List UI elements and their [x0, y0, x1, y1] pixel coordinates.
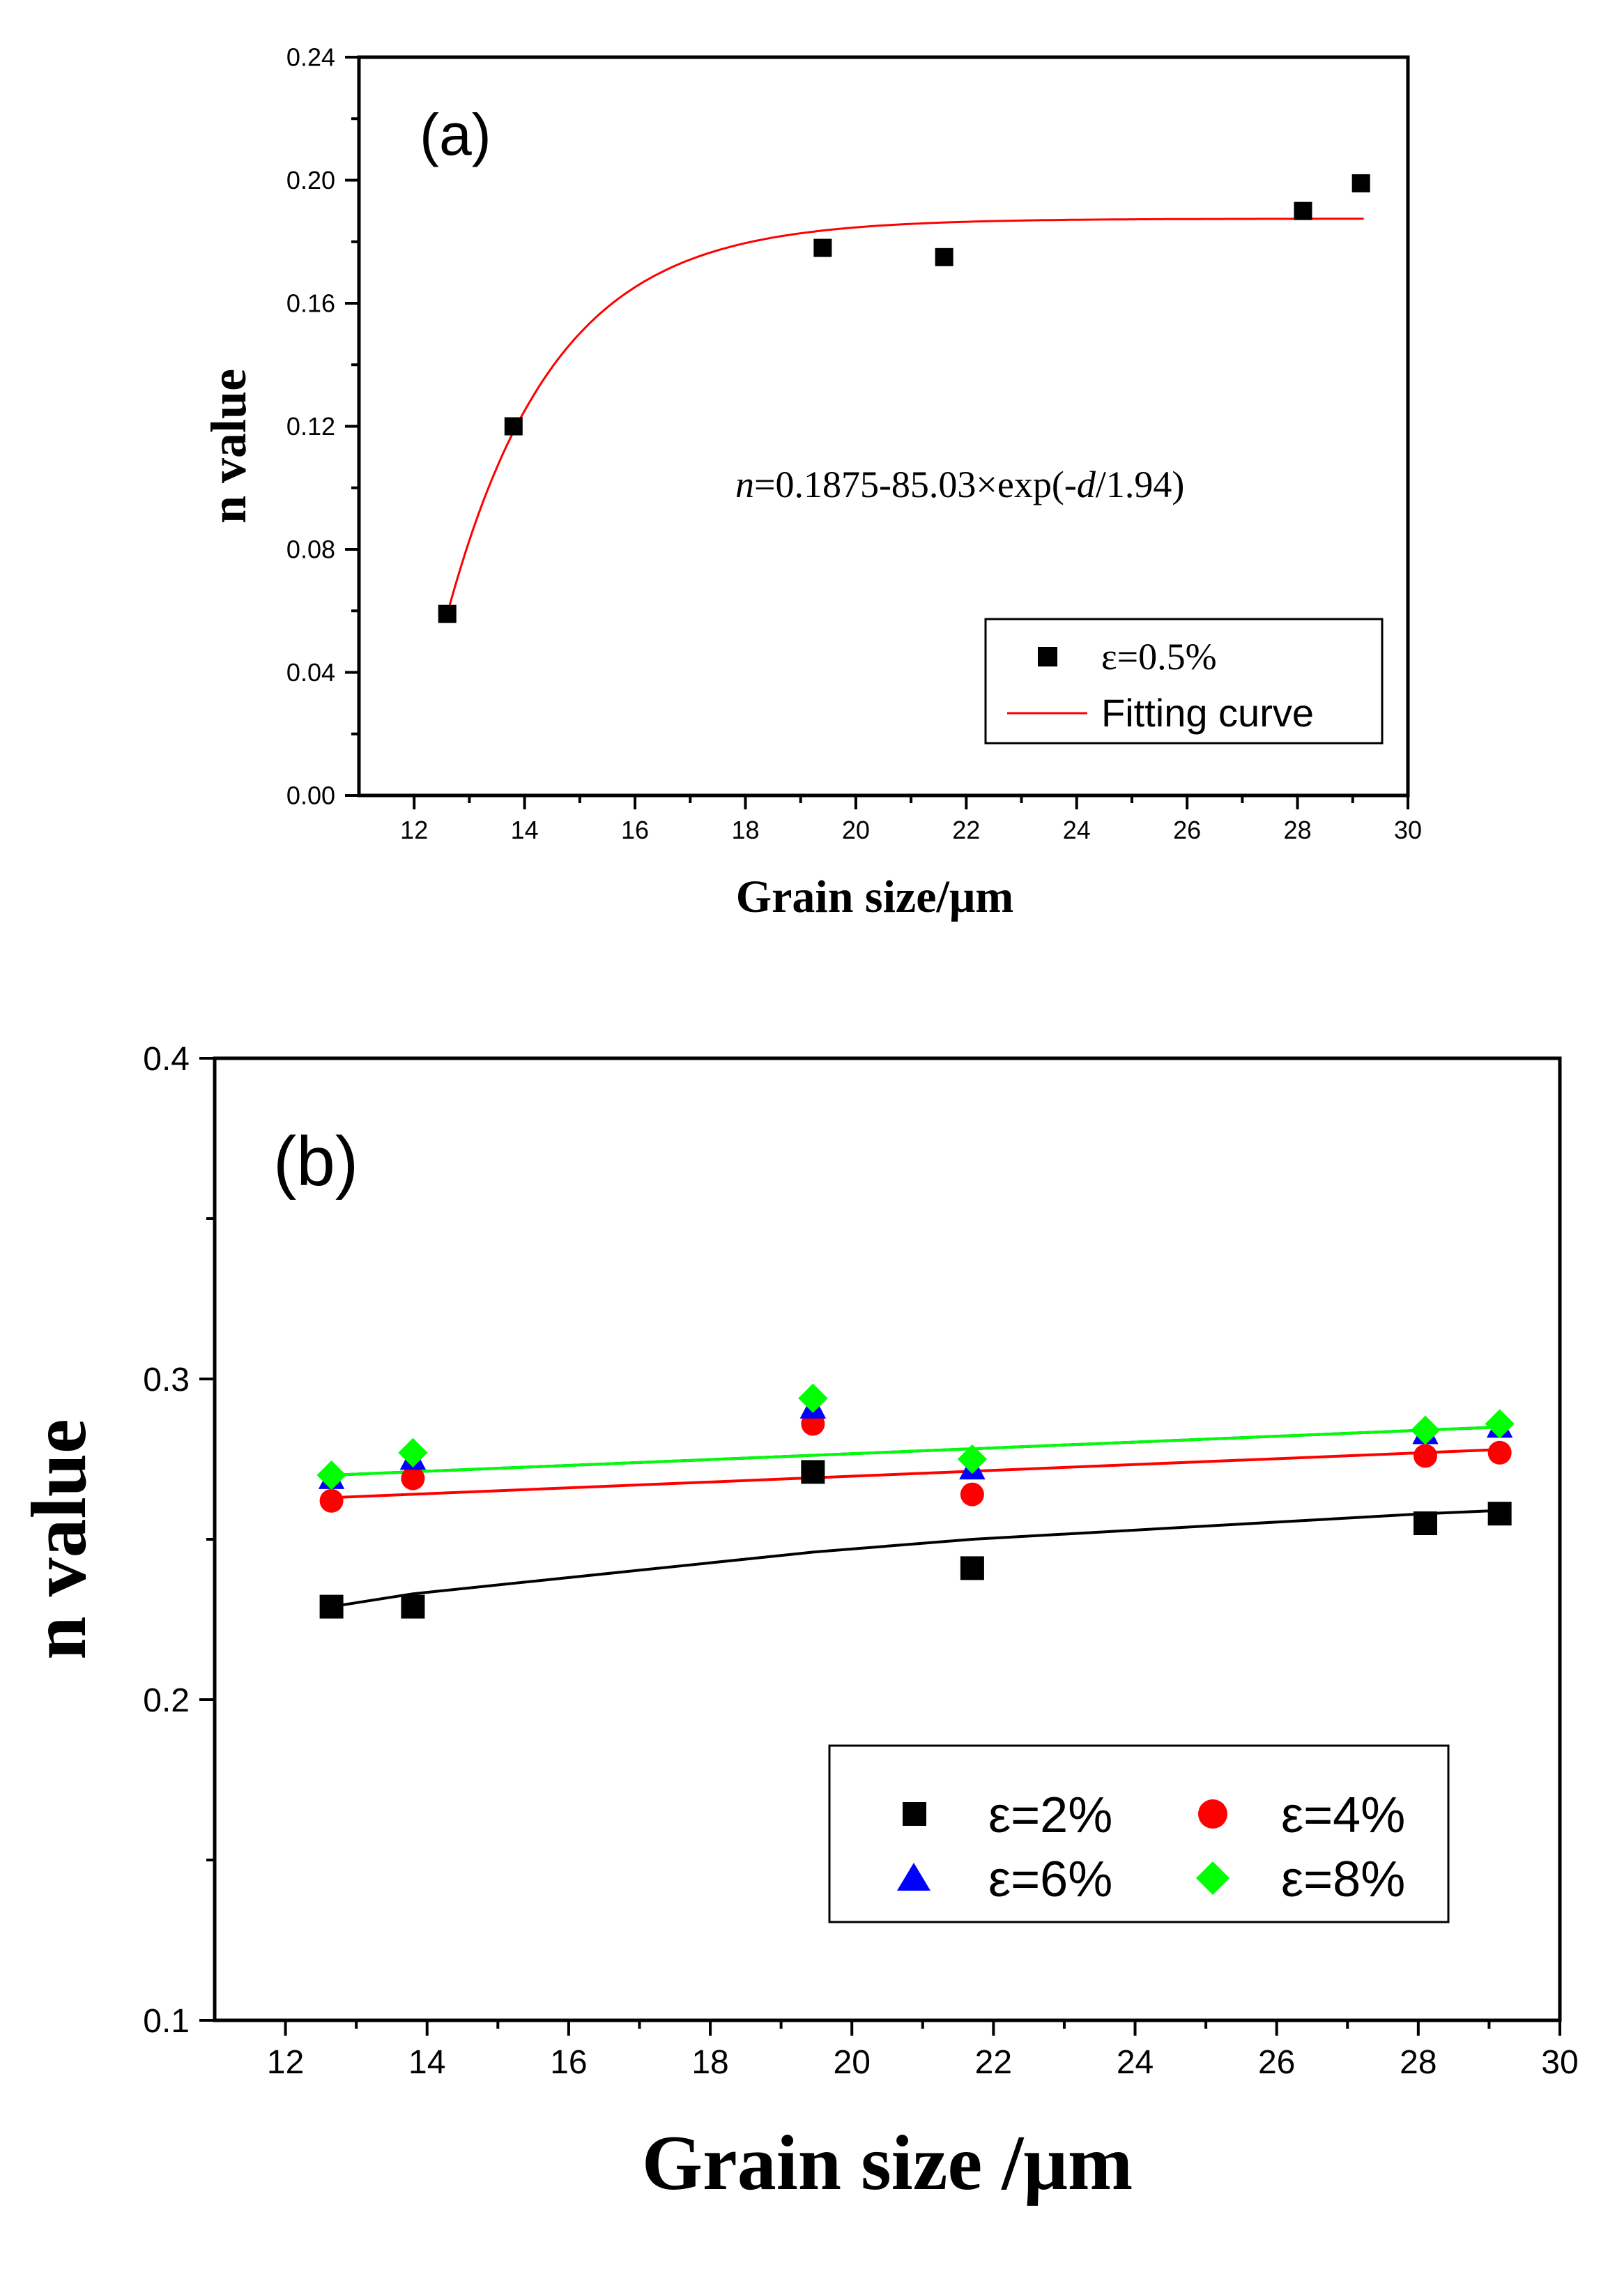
- data-point-square: [960, 1556, 984, 1580]
- panel-b-y-axis-title: n value: [16, 1419, 102, 1659]
- y-tick-label: 0.12: [286, 412, 335, 441]
- panel-a-y-ticks: 0.00 0.04 0.08 0.12 0.16 0.20 0.24: [286, 43, 359, 810]
- data-point-circle: [1414, 1444, 1437, 1468]
- x-tick-label: 24: [1063, 816, 1091, 844]
- panel-b-label: (b): [273, 1122, 358, 1200]
- data-point-square: [401, 1594, 425, 1619]
- legend-a-square-marker: [1038, 647, 1057, 666]
- panel-a-legend-box: [984, 618, 1384, 745]
- data-point-square: [813, 238, 832, 257]
- y-tick-label: 0.04: [286, 658, 335, 687]
- y-tick-label: 0.4: [143, 1041, 190, 1078]
- panel-b-x-axis-title: Grain size /μm: [642, 2120, 1133, 2206]
- x-tick-label: 16: [550, 2044, 587, 2081]
- panel-a-y-axis-title: n value: [201, 369, 256, 524]
- legend-b-circle-marker: [1198, 1799, 1227, 1829]
- legend-b-triangle-marker: [897, 1863, 930, 1891]
- x-tick-label: 24: [1117, 2044, 1154, 2081]
- fit-line-series-3: [331, 1426, 1500, 1477]
- x-tick-label: 30: [1541, 2044, 1578, 2081]
- x-tick-label: 12: [400, 816, 428, 844]
- data-point-diamond: [798, 1383, 828, 1413]
- data-point-circle: [1487, 1440, 1512, 1465]
- legend-b-item-3: ε=8%: [1281, 1852, 1405, 1907]
- fit-line-series-0: [331, 1509, 1500, 1608]
- panel-a-x-ticks: 12 14 16 18 20 22 24 26 28 30: [400, 795, 1422, 844]
- data-point-diamond: [1410, 1415, 1441, 1445]
- x-tick-label: 14: [408, 2044, 445, 2081]
- data-point-square: [1351, 174, 1370, 192]
- panel-b-plot-area: [316, 1383, 1515, 1619]
- legend-b-item-1: ε=4%: [1281, 1787, 1405, 1843]
- x-tick-label: 22: [952, 816, 980, 844]
- x-tick-label: 18: [691, 2044, 728, 2081]
- y-tick-label: 0.2: [143, 1682, 190, 1719]
- equation-part1: =0.1875-85.03×exp(-: [754, 464, 1077, 505]
- x-tick-label: 30: [1394, 816, 1422, 844]
- fitting-curve-line: [446, 218, 1364, 615]
- y-tick-label: 0.08: [286, 535, 335, 564]
- x-tick-label: 22: [975, 2044, 1012, 2081]
- legend-b-item-0: ε=2%: [988, 1787, 1112, 1843]
- panel-a-legend: ε=0.5% Fitting curve: [984, 618, 1384, 745]
- y-tick-label: 0.3: [143, 1362, 190, 1398]
- equation-part2: /1.94): [1096, 464, 1185, 505]
- panel-b-x-ticks: 12 14 16 18 20 22 24 26 28 30: [267, 2020, 1579, 2081]
- x-tick-label: 18: [731, 816, 759, 844]
- panel-b-y-ticks: 0.1 0.2 0.3 0.4: [143, 1041, 215, 2040]
- legend-b-square-marker: [903, 1802, 926, 1826]
- y-tick-label: 0.00: [286, 782, 335, 810]
- x-tick-label: 16: [621, 816, 649, 844]
- x-tick-label: 20: [834, 2044, 871, 2081]
- fit-line-series-1: [331, 1448, 1500, 1500]
- data-point-square: [1414, 1511, 1437, 1535]
- data-point-square: [1294, 201, 1312, 220]
- panel-b-legend: ε=2% ε=4% ε=6% ε=8%: [828, 1744, 1450, 1923]
- y-tick-label: 0.16: [286, 289, 335, 318]
- panel-a-plot-area: [438, 174, 1370, 623]
- data-point-square: [438, 604, 457, 623]
- x-tick-label: 12: [267, 2044, 304, 2081]
- panel-a-x-axis-title: Grain size/μm: [736, 871, 1014, 922]
- data-point-square: [1487, 1502, 1512, 1526]
- y-tick-label: 0.20: [286, 166, 335, 195]
- x-tick-label: 26: [1258, 2044, 1295, 2081]
- x-tick-label: 28: [1400, 2044, 1437, 2081]
- data-point-diamond: [1485, 1409, 1515, 1439]
- x-tick-label: 20: [842, 816, 870, 844]
- legend-a-item-0: ε=0.5%: [1101, 636, 1217, 678]
- equation-d: d: [1077, 464, 1096, 505]
- equation-n: n: [735, 464, 754, 505]
- data-point-circle: [960, 1482, 984, 1507]
- data-point-diamond: [398, 1438, 428, 1467]
- panel-a-label: (a): [420, 102, 491, 167]
- y-tick-label: 0.24: [286, 43, 335, 72]
- x-tick-label: 26: [1173, 816, 1201, 844]
- data-point-square: [319, 1594, 344, 1619]
- x-tick-label: 28: [1284, 816, 1312, 844]
- data-point-square: [504, 417, 523, 436]
- legend-b-diamond-marker: [1196, 1861, 1230, 1895]
- data-point-square: [935, 247, 953, 266]
- data-point-diamond: [957, 1444, 987, 1474]
- x-tick-label: 14: [511, 816, 539, 844]
- data-point-circle: [401, 1466, 425, 1490]
- legend-a-item-1: Fitting curve: [1101, 691, 1314, 735]
- data-point-diamond: [316, 1460, 346, 1490]
- panel-a: 0.00 0.04 0.08 0.12 0.16 0.20 0.24 12 14 16 18 20 2…: [201, 43, 1422, 922]
- panel-a-equation: n=0.1875-85.03×exp(-d/1.94): [735, 464, 1184, 505]
- panel-b: 0.1 0.2 0.3 0.4 12 14 16 18 20 22 24 26 28 30 (b) Gr…: [16, 1041, 1579, 2206]
- legend-b-item-2: ε=6%: [988, 1852, 1112, 1907]
- y-tick-label: 0.1: [143, 2003, 190, 2040]
- data-point-circle: [319, 1488, 344, 1513]
- panel-b-legend-box: [828, 1744, 1450, 1923]
- data-point-square: [801, 1460, 825, 1484]
